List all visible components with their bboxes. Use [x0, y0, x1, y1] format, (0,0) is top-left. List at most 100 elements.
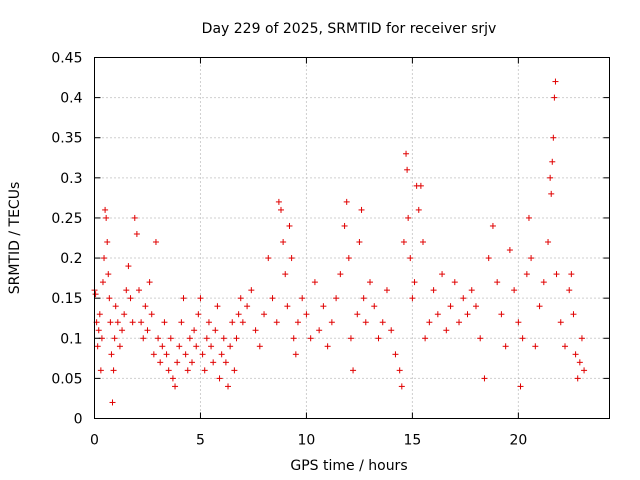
data-point [398, 383, 405, 390]
data-point [123, 287, 130, 294]
data-point [517, 383, 524, 390]
data-point [523, 271, 530, 278]
y-tick-label: 0.3 [60, 171, 82, 187]
data-point [182, 351, 189, 358]
data-point [203, 335, 210, 342]
data-point [371, 303, 378, 310]
data-point [439, 271, 446, 278]
y-tick-label: 0.45 [51, 51, 82, 67]
data-point [358, 206, 365, 213]
data-point [208, 343, 215, 350]
data-point [144, 327, 151, 334]
data-point [570, 311, 577, 318]
data-point [419, 239, 426, 246]
data-point [468, 287, 475, 294]
data-point [494, 279, 501, 286]
data-point [114, 319, 121, 326]
data-point [102, 206, 109, 213]
data-point [101, 255, 108, 262]
data-point [131, 214, 138, 221]
data-point [278, 206, 285, 213]
data-point [447, 303, 454, 310]
data-point [265, 255, 272, 262]
data-point [138, 319, 145, 326]
data-point [383, 287, 390, 294]
data-point [337, 271, 344, 278]
data-point [464, 311, 471, 318]
data-point [405, 214, 412, 221]
data-point [515, 319, 522, 326]
data-point [511, 287, 518, 294]
data-point [220, 335, 227, 342]
data-point [481, 375, 488, 382]
data-point [167, 335, 174, 342]
data-point [225, 383, 232, 390]
data-point [422, 335, 429, 342]
data-point [178, 319, 185, 326]
data-point [244, 303, 251, 310]
data-point [396, 367, 403, 374]
data-point [227, 343, 234, 350]
data-point [356, 239, 363, 246]
x-tick-label: 0 [90, 433, 99, 449]
data-point [290, 335, 297, 342]
data-point [574, 375, 581, 382]
data-point [333, 295, 340, 302]
data-point [103, 214, 110, 221]
data-point [536, 303, 543, 310]
data-point [456, 319, 463, 326]
data-point [286, 222, 293, 229]
data-point [362, 319, 369, 326]
data-point [347, 335, 354, 342]
data-point [552, 78, 559, 85]
data-point [566, 287, 573, 294]
data-point [222, 359, 229, 366]
data-point [201, 367, 208, 374]
data-point [288, 255, 295, 262]
data-point [261, 311, 268, 318]
data-points [91, 78, 588, 406]
data-point [417, 182, 424, 189]
y-tick-label: 0.35 [51, 131, 82, 147]
data-point [572, 351, 579, 358]
data-point [150, 351, 157, 358]
data-point [106, 295, 113, 302]
data-point [96, 311, 103, 318]
data-point [146, 279, 153, 286]
data-point [108, 351, 115, 358]
data-point [316, 327, 323, 334]
data-point [136, 287, 143, 294]
data-point [129, 319, 136, 326]
data-point [407, 255, 414, 262]
data-point [553, 271, 560, 278]
data-point [195, 311, 202, 318]
data-point [180, 295, 187, 302]
data-point [525, 214, 532, 221]
data-point [551, 94, 558, 101]
data-point [119, 327, 126, 334]
data-point [94, 343, 101, 350]
data-point [109, 399, 116, 406]
data-point [140, 335, 147, 342]
data-point [568, 271, 575, 278]
data-point [163, 351, 170, 358]
data-point [578, 335, 585, 342]
data-point [547, 174, 554, 181]
data-point [392, 351, 399, 358]
data-point [294, 319, 301, 326]
data-point [502, 343, 509, 350]
data-point [152, 239, 159, 246]
y-axis: 0 0.05 0.1 0.15 0.2 0.25 0.3 0.35 0.4 0.45 [51, 51, 610, 428]
data-point [157, 359, 164, 366]
data-point [477, 335, 484, 342]
data-point [350, 367, 357, 374]
data-point [282, 271, 289, 278]
data-point [528, 255, 535, 262]
data-point [324, 343, 331, 350]
data-point [409, 295, 416, 302]
data-point [231, 367, 238, 374]
y-tick-label: 0.25 [51, 211, 82, 227]
data-point [161, 319, 168, 326]
data-point [116, 343, 123, 350]
x-tick-label: 10 [298, 433, 316, 449]
